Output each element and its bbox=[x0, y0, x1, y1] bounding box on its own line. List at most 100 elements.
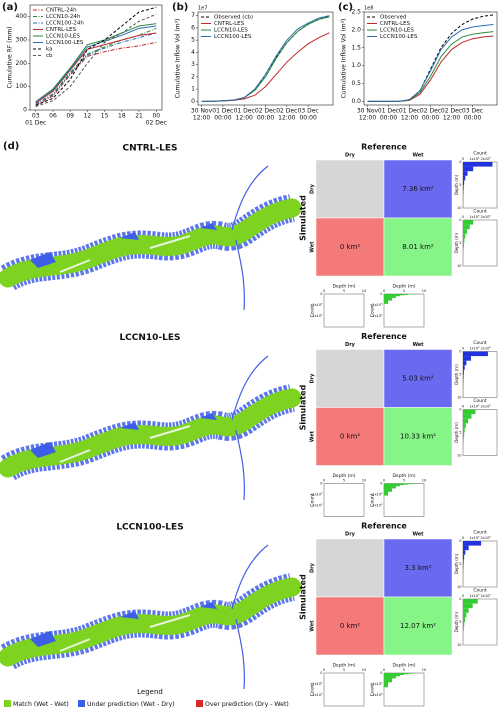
depth-tick-label: 0 bbox=[459, 350, 461, 354]
legend-label: Observed (cb) bbox=[214, 15, 253, 21]
hist-bar bbox=[463, 432, 465, 438]
depth-tick-label: 0 bbox=[383, 668, 385, 672]
count-axis-label: Count bbox=[473, 398, 487, 404]
count-tick-label: 1x10⁵ bbox=[312, 493, 323, 497]
x-tick-label: 12:00 bbox=[359, 115, 376, 122]
x-tick-label: 03 bbox=[32, 113, 40, 120]
hist-bar bbox=[400, 483, 404, 486]
y-tick-label: 100 bbox=[16, 83, 28, 90]
count-axis-label: Count bbox=[473, 209, 487, 215]
count-tick-label: 0 bbox=[462, 594, 464, 598]
depth-axis-label: Depth (m) bbox=[332, 473, 355, 479]
cell-value: 10.33 km² bbox=[400, 433, 436, 441]
count-tick-label: 2x10⁵ bbox=[372, 504, 383, 508]
hist-bar bbox=[404, 483, 408, 485]
depth-tick-label: 10 bbox=[362, 479, 366, 483]
legend-label: CNTRL-LES bbox=[380, 21, 411, 27]
row-label: Dry bbox=[310, 373, 316, 384]
row-label: Wet bbox=[310, 430, 316, 442]
depth-tick-label: 10 bbox=[457, 264, 461, 268]
count-tick-label: 2x10⁵ bbox=[481, 405, 492, 409]
x-tick-date: 02 Dec bbox=[441, 108, 462, 115]
y-tick-label: 5 bbox=[191, 37, 195, 44]
depth-tick-label: 5 bbox=[343, 479, 345, 483]
hist-bar bbox=[463, 414, 472, 419]
depth-axis-label: Depth (m) bbox=[454, 611, 459, 632]
depth-tick-label: 5 bbox=[459, 620, 461, 624]
y-tick-label: 0 bbox=[23, 107, 27, 114]
hist-bar bbox=[384, 483, 388, 496]
depth-axis-label: Depth (m) bbox=[392, 473, 415, 479]
legend-label: cb bbox=[46, 53, 53, 59]
depth-tick-label: 0 bbox=[459, 597, 461, 601]
count-tick-label: 0 bbox=[462, 347, 464, 351]
depth-tick-label: 5 bbox=[403, 668, 405, 672]
scale-label: 1e7 bbox=[198, 6, 207, 12]
x-tick-date: 02 Dec bbox=[276, 108, 297, 115]
depth-axis-label: Depth (m) bbox=[454, 364, 459, 385]
x-tick-label: 00:00 bbox=[214, 115, 231, 122]
hist-bar bbox=[463, 409, 476, 415]
panel-label: (c) bbox=[338, 2, 353, 13]
legend-label: LCCN10-24h bbox=[46, 14, 81, 20]
date-label: 01 Dec bbox=[25, 120, 46, 127]
depth-axis-label: Depth (m) bbox=[454, 174, 459, 195]
hist-bar bbox=[463, 374, 464, 380]
count-tick-label: 0 bbox=[462, 536, 464, 540]
hist-bar bbox=[463, 229, 467, 234]
count-tick-label: 0 bbox=[462, 157, 464, 161]
hist-bar bbox=[463, 247, 464, 253]
hist-frame bbox=[323, 672, 365, 707]
hist-bar bbox=[463, 166, 474, 172]
hist-bar bbox=[463, 617, 466, 622]
hist-bar bbox=[463, 175, 466, 181]
simulated-label: Simulated bbox=[299, 384, 308, 430]
depth-tick-label: 10 bbox=[422, 479, 426, 483]
hist-bar bbox=[384, 294, 388, 304]
count-tick-label: 1x10⁵ bbox=[372, 682, 383, 686]
series-line bbox=[35, 32, 157, 105]
y-tick-label: 200 bbox=[16, 60, 28, 67]
matrix-cell bbox=[383, 407, 453, 466]
depth-axis-label: Depth (m) bbox=[392, 663, 415, 669]
x-tick-label: 09 bbox=[66, 113, 74, 120]
cell-value: 0 km² bbox=[340, 433, 361, 441]
matrix-cell bbox=[383, 349, 453, 408]
date-label: 02 Dec bbox=[146, 120, 167, 127]
y-tick-label: 7 bbox=[191, 12, 195, 19]
count-tick-label: 0 bbox=[462, 405, 464, 409]
cell-value: 0 km² bbox=[340, 622, 361, 630]
depth-tick-label: 0 bbox=[323, 289, 325, 293]
hist-bar bbox=[463, 238, 465, 243]
y-tick-label: 400 bbox=[16, 13, 28, 20]
legend-label: CNTRL-24h bbox=[46, 8, 77, 14]
legend-label: LCCN10-LES bbox=[214, 28, 248, 34]
count-axis-label: Count bbox=[370, 683, 376, 697]
col-label: Dry bbox=[345, 342, 356, 348]
y-tick-label: 6 bbox=[191, 24, 195, 31]
row-label: Dry bbox=[310, 183, 316, 194]
x-tick-date: 30 Nov bbox=[357, 108, 379, 115]
cell-value: 5.03 km² bbox=[402, 375, 434, 383]
hist-bar bbox=[408, 294, 412, 295]
legend-swatch bbox=[4, 700, 11, 707]
x-tick-label: 12:00 bbox=[278, 115, 295, 122]
depth-tick-label: 5 bbox=[343, 289, 345, 293]
cell-value: 3.3 km² bbox=[404, 564, 431, 572]
count-tick-label: 1x10⁵ bbox=[372, 493, 383, 497]
series-line bbox=[35, 6, 157, 106]
depth-tick-label: 10 bbox=[457, 643, 461, 647]
reference-label: Reference bbox=[361, 332, 407, 341]
count-tick-label: 1x10⁵ bbox=[312, 303, 323, 307]
hist-bar bbox=[463, 554, 465, 560]
count-tick-label: 0 bbox=[320, 482, 322, 486]
depth-tick-label: 10 bbox=[422, 289, 426, 293]
depth-axis-label: Depth (m) bbox=[454, 232, 459, 253]
hist-bar bbox=[463, 541, 482, 546]
count-tick-label: 2x10⁵ bbox=[481, 536, 492, 540]
count-tick-label: 1x10⁵ bbox=[469, 594, 480, 598]
depth-axis-label: Depth (m) bbox=[454, 422, 459, 443]
count-tick-label: 0 bbox=[462, 215, 464, 219]
legend-label: ka bbox=[46, 47, 52, 53]
